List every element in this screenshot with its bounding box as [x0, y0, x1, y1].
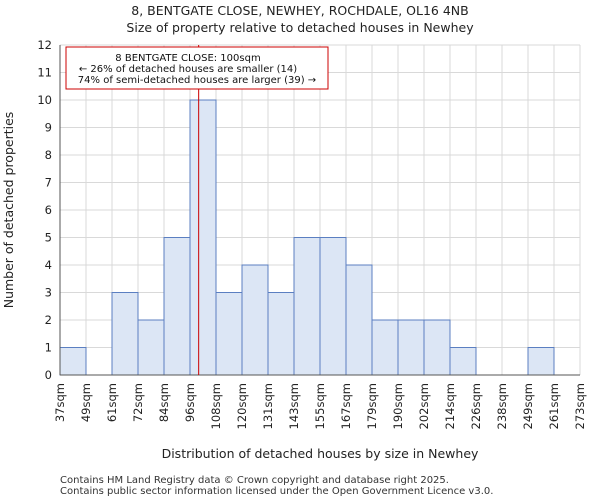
annotation-line-2: ← 26% of detached houses are smaller (14…: [79, 64, 297, 75]
x-tick-label: 167sqm: [339, 383, 353, 429]
footer-line-1: Contains HM Land Registry data © Crown c…: [60, 475, 449, 486]
x-tick-label: 120sqm: [235, 383, 249, 429]
x-tick-label: 155sqm: [313, 383, 327, 429]
histogram-bar: [241, 264, 269, 376]
x-tick-label: 238sqm: [495, 383, 509, 429]
x-tick-label: 261sqm: [547, 383, 561, 429]
histogram-bar: [527, 347, 555, 376]
histogram-bar: [345, 264, 373, 376]
y-tick-label: 6: [45, 203, 52, 217]
x-axis-label: Distribution of detached houses by size …: [162, 446, 479, 461]
x-tick-labels: 37sqm 49sqm 61sqm 72sqm 84sqm 96sqm 108sqm 120s…: [53, 383, 587, 429]
annotation-line-1: 8 BENTGATE CLOSE: 100sqm: [115, 53, 260, 64]
y-tick-label: 1: [45, 341, 52, 355]
x-tick-label: 202sqm: [417, 383, 431, 429]
y-tick-label: 9: [45, 121, 52, 135]
y-tick-label: 12: [37, 38, 52, 52]
x-tick-label: 37sqm: [53, 383, 67, 422]
histogram-bar: [59, 347, 87, 376]
x-tick-label: 84sqm: [157, 383, 171, 422]
x-tick-label: 273sqm: [573, 383, 587, 429]
x-tick-label: 249sqm: [521, 383, 535, 429]
histogram-bar: [137, 319, 165, 376]
histogram-bar: [163, 237, 191, 376]
x-tick-label: 61sqm: [105, 383, 119, 422]
x-tick-label: 179sqm: [365, 383, 379, 429]
y-tick-label: 5: [45, 231, 52, 245]
y-tick-label: 11: [37, 66, 52, 80]
annotation-box: 8 BENTGATE CLOSE: 100sqm ← 26% of detach…: [65, 46, 329, 90]
annotation-frame: [65, 46, 329, 90]
x-tick-label: 49sqm: [79, 383, 93, 422]
histogram-bar: [371, 319, 399, 376]
x-tick-label: 96sqm: [183, 383, 197, 422]
x-tick-label: 131sqm: [261, 383, 275, 429]
x-tick-label: 143sqm: [287, 383, 301, 429]
chart-title: 8, BENTGATE CLOSE, NEWHEY, ROCHDALE, OL1…: [131, 3, 468, 18]
histogram-bar: [267, 292, 295, 376]
footer-line-2: Contains public sector information licen…: [60, 486, 493, 497]
histogram-bar: [111, 292, 139, 376]
annotation-line-3: 74% of semi-detached houses are larger (…: [78, 75, 316, 86]
histogram-bar: [293, 237, 321, 376]
histogram-bar: [397, 319, 425, 376]
histogram-bar: [189, 99, 217, 376]
y-tick-label: 10: [37, 93, 52, 107]
chart-subtitle: Size of property relative to detached ho…: [126, 20, 474, 35]
histogram-bar: [319, 237, 347, 376]
bars: [59, 99, 555, 376]
x-tick-label: 108sqm: [209, 383, 223, 429]
y-tick-label: 3: [45, 286, 52, 300]
y-tick-label: 8: [45, 148, 52, 162]
y-axis-label: Number of detached properties: [1, 112, 16, 309]
y-tick-label: 2: [45, 313, 52, 327]
histogram-bar: [215, 292, 243, 376]
x-tick-label: 190sqm: [391, 383, 405, 429]
axes: [59, 45, 580, 376]
y-tick-label: 7: [45, 176, 52, 190]
y-tick-label: 0: [45, 368, 52, 382]
x-tick-label: 214sqm: [443, 383, 457, 429]
histogram-bar: [449, 347, 477, 376]
y-tick-label: 4: [45, 258, 52, 272]
x-tick-label: 72sqm: [131, 383, 145, 422]
x-tick-label: 226sqm: [469, 383, 483, 429]
histogram-bar: [423, 319, 451, 376]
